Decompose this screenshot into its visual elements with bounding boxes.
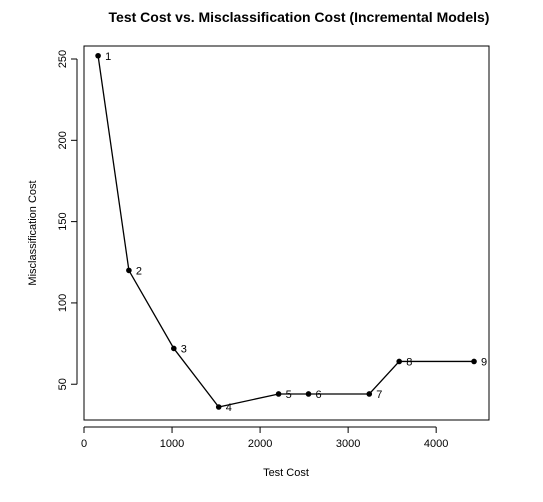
data-point-label: 6 — [316, 389, 322, 401]
data-point-label: 4 — [226, 402, 232, 414]
data-point — [171, 345, 177, 352]
y-axis: 50 100 150 200 250 — [57, 50, 78, 390]
y-axis-label: Misclassification Cost — [27, 180, 39, 285]
y-tick-label: 50 — [57, 378, 69, 390]
data-point — [275, 391, 282, 397]
data-point — [396, 358, 402, 365]
y-tick-label: 150 — [57, 212, 69, 230]
data-point-label: 5 — [286, 389, 292, 401]
plot-frame — [83, 45, 490, 421]
x-axis: 0 1000 2000 3000 4000 — [81, 426, 448, 450]
data-point-label: 9 — [481, 356, 487, 368]
data-series: 1 2 3 4 5 6 7 8 9 — [95, 51, 487, 414]
data-point — [126, 267, 132, 274]
x-axis-label: Test Cost — [263, 467, 309, 479]
x-tick-label: 4000 — [424, 438, 448, 450]
x-tick-label: 2000 — [248, 438, 272, 450]
data-point — [471, 358, 477, 365]
y-tick-label: 250 — [57, 50, 69, 68]
y-tick-label: 100 — [57, 294, 69, 312]
data-point — [95, 52, 101, 59]
data-point — [366, 391, 373, 397]
data-point-label: 3 — [181, 343, 187, 355]
x-tick-label: 0 — [81, 438, 87, 450]
data-point-label: 2 — [136, 265, 142, 277]
data-point-label: 8 — [406, 356, 412, 368]
y-tick-label: 200 — [57, 131, 69, 149]
x-tick-label: 1000 — [160, 438, 184, 450]
chart-title: Test Cost vs. Misclassification Cost (In… — [109, 9, 490, 25]
data-point-label: 7 — [376, 389, 382, 401]
data-point — [305, 391, 312, 397]
data-point-label: 1 — [105, 51, 111, 63]
data-point — [215, 404, 222, 410]
x-tick-label: 3000 — [336, 438, 360, 450]
series-line — [97, 55, 475, 408]
